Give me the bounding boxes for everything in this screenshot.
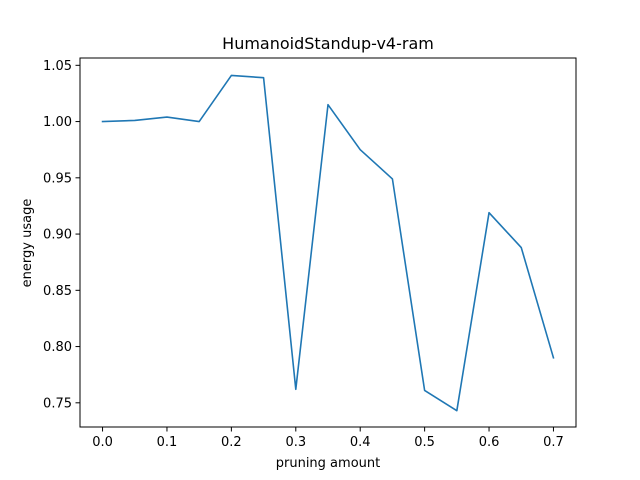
x-tick-label: 0.2: [221, 435, 242, 450]
y-tick-label: 0.85: [43, 284, 72, 299]
y-tick-label: 0.75: [43, 396, 72, 411]
x-tick-label: 0.1: [157, 435, 178, 450]
series-line-0: [101, 74, 555, 412]
y-axis-ticks: 0.75 0.80 0.85 0.90 0.95 1.00 1.05: [43, 59, 80, 411]
x-tick-label: 0.5: [414, 435, 435, 450]
x-tick-label: 0.7: [543, 435, 564, 450]
x-tick-label: 0.4: [350, 435, 371, 450]
y-tick-label: 0.90: [43, 228, 72, 243]
plot-background: [80, 58, 576, 427]
x-tick-label: 0.3: [285, 435, 306, 450]
chart-title: HumanoidStandup-v4-ram: [222, 34, 434, 53]
x-tick-label: 0.0: [92, 435, 113, 450]
x-axis-ticks: 0.0 0.1 0.2 0.3 0.4 0.5 0.6 0.7: [92, 427, 564, 450]
y-tick-label: 0.95: [43, 171, 72, 186]
y-axis-label: energy usage: [20, 199, 35, 288]
y-tick-label: 0.80: [43, 340, 72, 355]
x-axis-label: pruning amount: [276, 456, 380, 471]
y-tick-label: 1.05: [43, 59, 72, 74]
y-tick-label: 1.00: [43, 115, 72, 130]
plot-frame: [79, 57, 577, 428]
plot-area: [79, 57, 577, 428]
x-tick-label: 0.6: [479, 435, 500, 450]
